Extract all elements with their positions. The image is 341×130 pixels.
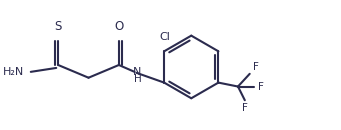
- Text: F: F: [257, 82, 263, 92]
- Text: S: S: [55, 20, 62, 33]
- Text: F: F: [242, 103, 248, 113]
- Text: N: N: [133, 67, 142, 77]
- Text: Cl: Cl: [160, 31, 170, 41]
- Text: F: F: [253, 62, 258, 72]
- Text: H₂N: H₂N: [3, 67, 24, 77]
- Text: O: O: [114, 20, 123, 33]
- Text: H: H: [134, 74, 141, 84]
